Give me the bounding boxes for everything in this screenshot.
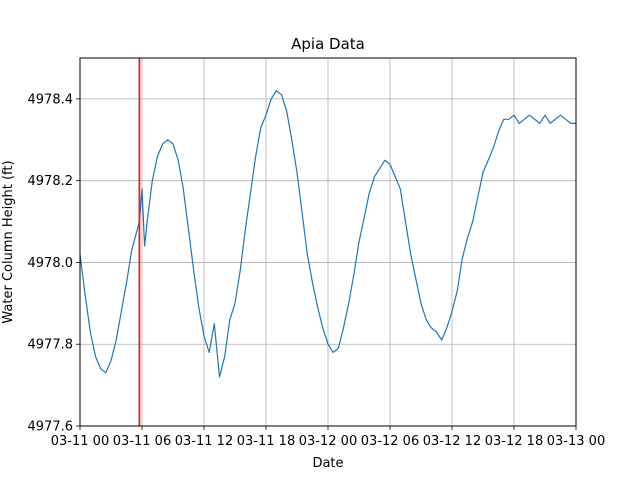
grid-lines — [79, 58, 577, 427]
x-tick-label: 03-12 18 — [485, 434, 543, 449]
x-tick-label: 03-11 12 — [175, 434, 233, 449]
y-tick-label: 4978.0 — [28, 256, 74, 271]
x-tick-label: 03-12 12 — [423, 434, 481, 449]
plot-marks — [79, 58, 576, 426]
x-tick-label: 03-12 00 — [299, 434, 357, 449]
y-axis: 4977.6 4977.8 4978.0 4978.2 4978.4 — [28, 92, 80, 435]
series-line — [79, 90, 576, 378]
x-axis: 03-11 00 03-11 06 03-11 12 03-11 18 03-12 00… — [51, 426, 605, 449]
x-tick-label: 03-13 00 — [547, 434, 605, 449]
x-tick-label: 03-11 00 — [51, 434, 109, 449]
chart-title: Apia Data — [291, 35, 365, 53]
y-tick-label: 4978.2 — [28, 174, 74, 189]
x-tick-label: 03-11 18 — [237, 434, 295, 449]
x-axis-label: Date — [312, 456, 343, 471]
y-tick-label: 4977.6 — [28, 420, 74, 435]
y-tick-label: 4977.8 — [28, 338, 74, 353]
y-axis-label: Water Column Height (ft) — [1, 160, 16, 323]
y-tick-label: 4978.4 — [28, 92, 74, 107]
x-tick-label: 03-12 06 — [361, 434, 419, 449]
x-tick-label: 03-11 06 — [113, 434, 171, 449]
